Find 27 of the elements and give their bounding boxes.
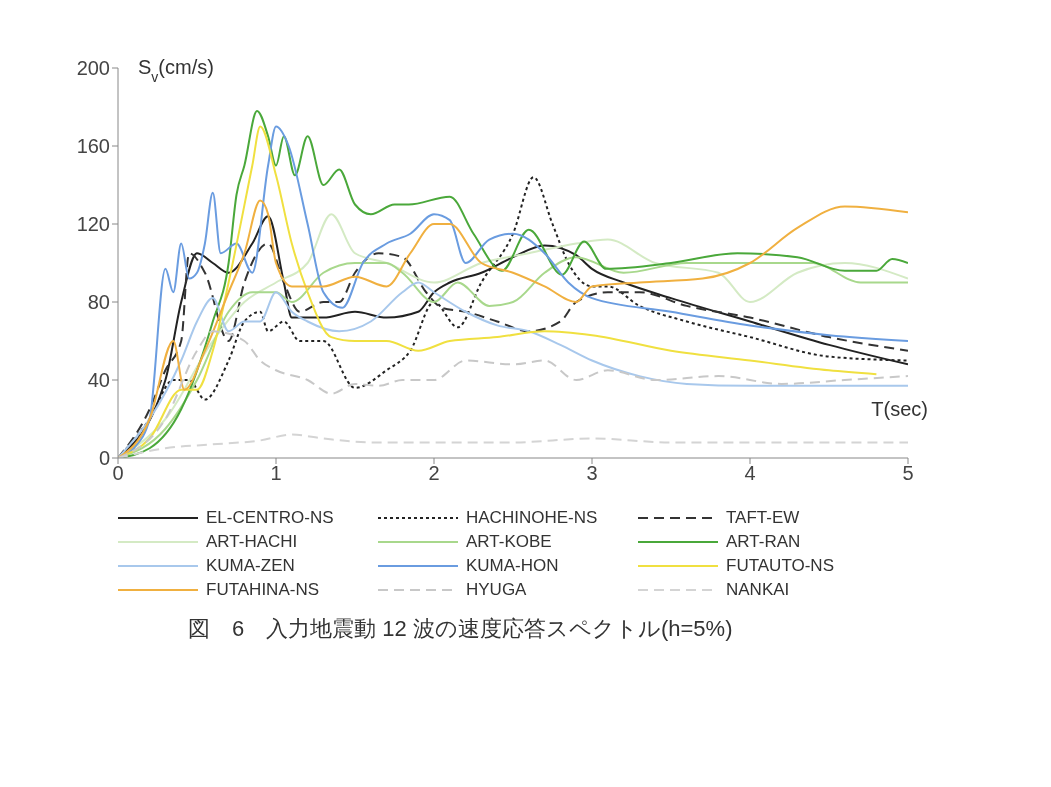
legend-label: ART-KOBE (466, 532, 552, 552)
y-tick-label: 200 (76, 57, 110, 80)
x-tick-label: 0 (112, 462, 124, 485)
x-tick-label: 3 (586, 462, 598, 485)
legend-label: TAFT-EW (726, 508, 800, 528)
x-tick-label: 4 (744, 462, 756, 485)
legend-label: KUMA-HON (466, 556, 559, 576)
y-tick-label: 40 (87, 369, 110, 392)
y-tick-label: 80 (87, 291, 110, 314)
y-tick-label: 160 (76, 135, 110, 158)
legend-label: EL-CENTRO-NS (206, 508, 334, 528)
legend-label: KUMA-ZEN (206, 556, 295, 576)
legend-label: HYUGA (466, 580, 527, 600)
legend-label: ART-HACHI (206, 532, 298, 552)
x-axis-title: T(sec) (871, 398, 928, 420)
legend-label: ART-RAN (726, 532, 801, 552)
legend-label: FUTAUTO-NS (726, 556, 834, 576)
y-tick-label: 0 (98, 447, 110, 470)
x-tick-label: 2 (428, 462, 440, 485)
y-tick-label: 120 (76, 213, 110, 236)
legend-label: HACHINOHE-NS (466, 508, 598, 528)
y-axis-title: S$_{v}$(cm/s) (138, 56, 214, 85)
text: 図 6 入力地震動 12 波の速度応答スペクトル(h=5%) (188, 615, 734, 643)
x-tick-label: 1 (270, 462, 282, 485)
x-tick-label: 5 (902, 462, 914, 485)
legend-label: FUTAHINA-NS (206, 580, 320, 600)
legend-label: NANKAI (726, 580, 790, 600)
